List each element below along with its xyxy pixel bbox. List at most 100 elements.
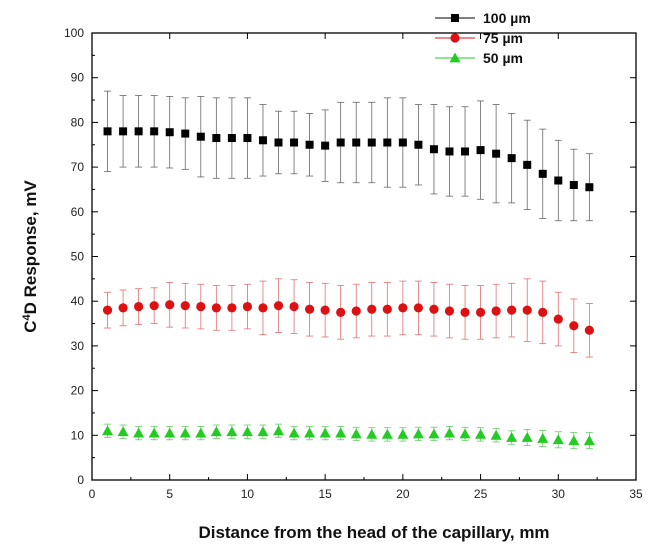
x-axis: 0 5 10 15 20 25 30 35	[89, 33, 643, 501]
data-point	[195, 427, 207, 438]
y-tick-label: 70	[71, 160, 85, 174]
data-point	[429, 145, 438, 154]
data-point	[165, 128, 174, 137]
data-point	[134, 301, 144, 312]
data-point	[569, 180, 578, 189]
data-point	[584, 325, 594, 335]
data-point	[289, 301, 299, 312]
y-axis-title-main: C	[21, 321, 40, 333]
legend-label: 50 µm	[483, 50, 523, 66]
plot-frame	[91, 32, 637, 481]
x-tick-label: 20	[396, 487, 410, 501]
x-axis-title: Distance from the head of the capillary,…	[198, 523, 549, 542]
data-point	[367, 304, 377, 314]
data-point	[305, 304, 315, 314]
legend-marker	[451, 14, 459, 22]
data-point	[414, 140, 423, 149]
y-axis-title: C4D Response, mV	[21, 180, 40, 333]
data-point	[102, 425, 114, 436]
y-tick-label: 60	[71, 205, 85, 219]
data-point	[103, 127, 112, 136]
data-point	[290, 138, 299, 147]
data-point	[569, 321, 579, 331]
data-point	[336, 307, 346, 317]
x-tick-label: 35	[629, 487, 643, 501]
data-point	[305, 140, 314, 149]
data-point	[164, 427, 176, 438]
data-point	[227, 303, 237, 313]
data-point	[398, 138, 407, 147]
data-point	[382, 304, 392, 314]
data-point	[444, 306, 455, 316]
data-point	[351, 306, 361, 316]
x-tick-label: 25	[474, 487, 488, 501]
x-tick-label: 30	[552, 487, 566, 501]
data-point	[492, 149, 501, 158]
data-point	[258, 136, 267, 145]
y-tick-label: 10	[71, 428, 85, 442]
data-point	[117, 426, 129, 437]
data-point	[304, 427, 316, 438]
data-point	[335, 427, 347, 438]
data-point	[521, 432, 533, 442]
data-point	[150, 127, 159, 136]
data-point	[428, 428, 440, 439]
data-point	[320, 305, 330, 315]
data-point	[429, 304, 439, 314]
data-point	[568, 435, 580, 446]
data-point	[350, 428, 362, 439]
y-axis-title-rest: D Response, mV	[21, 180, 40, 315]
data-point	[196, 301, 206, 312]
data-point	[522, 305, 532, 315]
data-point	[210, 426, 222, 437]
y-tick-label: 20	[71, 384, 85, 398]
x-tick-label: 0	[89, 487, 96, 501]
data-point	[366, 428, 378, 439]
y-axis-title-superscript: 4	[21, 314, 33, 321]
data-point	[583, 435, 595, 446]
data-point	[538, 169, 547, 178]
data-point	[585, 183, 594, 192]
data-point	[461, 147, 470, 156]
series-triangle	[102, 423, 595, 450]
data-point	[507, 305, 517, 315]
data-point	[554, 176, 563, 185]
data-point	[274, 138, 283, 147]
legend-label: 75 µm	[483, 30, 523, 46]
y-axis: 0 10 20 30 40 50 60 70 80 90 100	[64, 26, 636, 487]
data-point	[475, 307, 486, 317]
series-circle	[102, 278, 594, 358]
x-tick-label: 15	[318, 487, 332, 501]
x-tick-label: 10	[241, 487, 255, 501]
data-point	[102, 305, 113, 315]
data-point	[491, 306, 501, 316]
data-point	[211, 303, 221, 313]
data-point	[149, 301, 159, 311]
data-point	[507, 154, 516, 163]
data-point	[523, 160, 532, 169]
data-point	[119, 127, 128, 136]
y-tick-label: 0	[77, 473, 84, 487]
data-point	[196, 132, 205, 141]
data-point	[459, 428, 471, 439]
data-point	[475, 428, 487, 439]
data-point	[242, 301, 253, 312]
data-point	[273, 425, 285, 436]
data-point	[241, 426, 253, 437]
data-point	[476, 146, 485, 155]
data-point	[273, 301, 284, 311]
data-point	[383, 138, 392, 147]
data-point	[352, 138, 361, 147]
y-tick-label: 80	[71, 115, 85, 129]
data-point	[227, 134, 236, 143]
legend-marker	[450, 33, 460, 43]
data-point	[258, 303, 268, 313]
data-point	[397, 428, 409, 439]
data-point	[553, 314, 563, 324]
data-point	[460, 307, 470, 317]
data-point	[537, 432, 549, 443]
data-point	[212, 134, 221, 143]
data-point	[321, 141, 330, 150]
x-tick-label: 5	[166, 487, 173, 501]
